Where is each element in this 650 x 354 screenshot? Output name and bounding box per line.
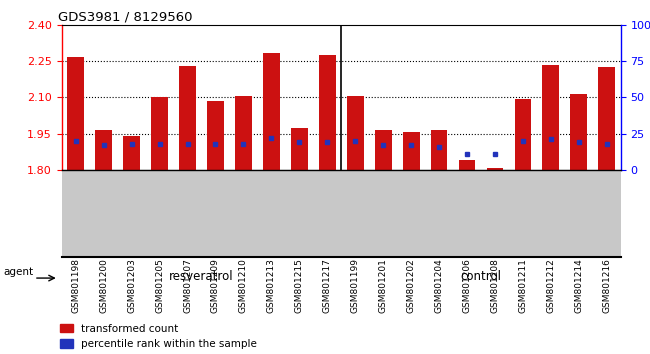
Bar	[347, 96, 363, 170]
Text: agent: agent	[3, 267, 33, 277]
Text: resveratrol: resveratrol	[169, 270, 234, 282]
Bar	[403, 132, 419, 170]
Bar	[487, 167, 503, 170]
Bar	[515, 98, 531, 170]
Bar	[459, 160, 475, 170]
Bar	[68, 57, 84, 170]
Bar	[571, 94, 587, 170]
Bar	[375, 130, 391, 170]
Bar	[124, 136, 140, 170]
Bar	[319, 55, 335, 170]
Text: control: control	[460, 270, 502, 282]
Bar	[291, 127, 307, 170]
Bar	[431, 130, 447, 170]
Bar	[263, 53, 280, 170]
Bar	[235, 96, 252, 170]
Bar	[543, 65, 559, 170]
Bar	[151, 97, 168, 170]
Text: GDS3981 / 8129560: GDS3981 / 8129560	[58, 11, 193, 24]
Bar	[96, 130, 112, 170]
Bar	[179, 66, 196, 170]
Bar	[599, 67, 615, 170]
Bar	[207, 101, 224, 170]
Legend: transformed count, percentile rank within the sample: transformed count, percentile rank withi…	[60, 324, 257, 349]
